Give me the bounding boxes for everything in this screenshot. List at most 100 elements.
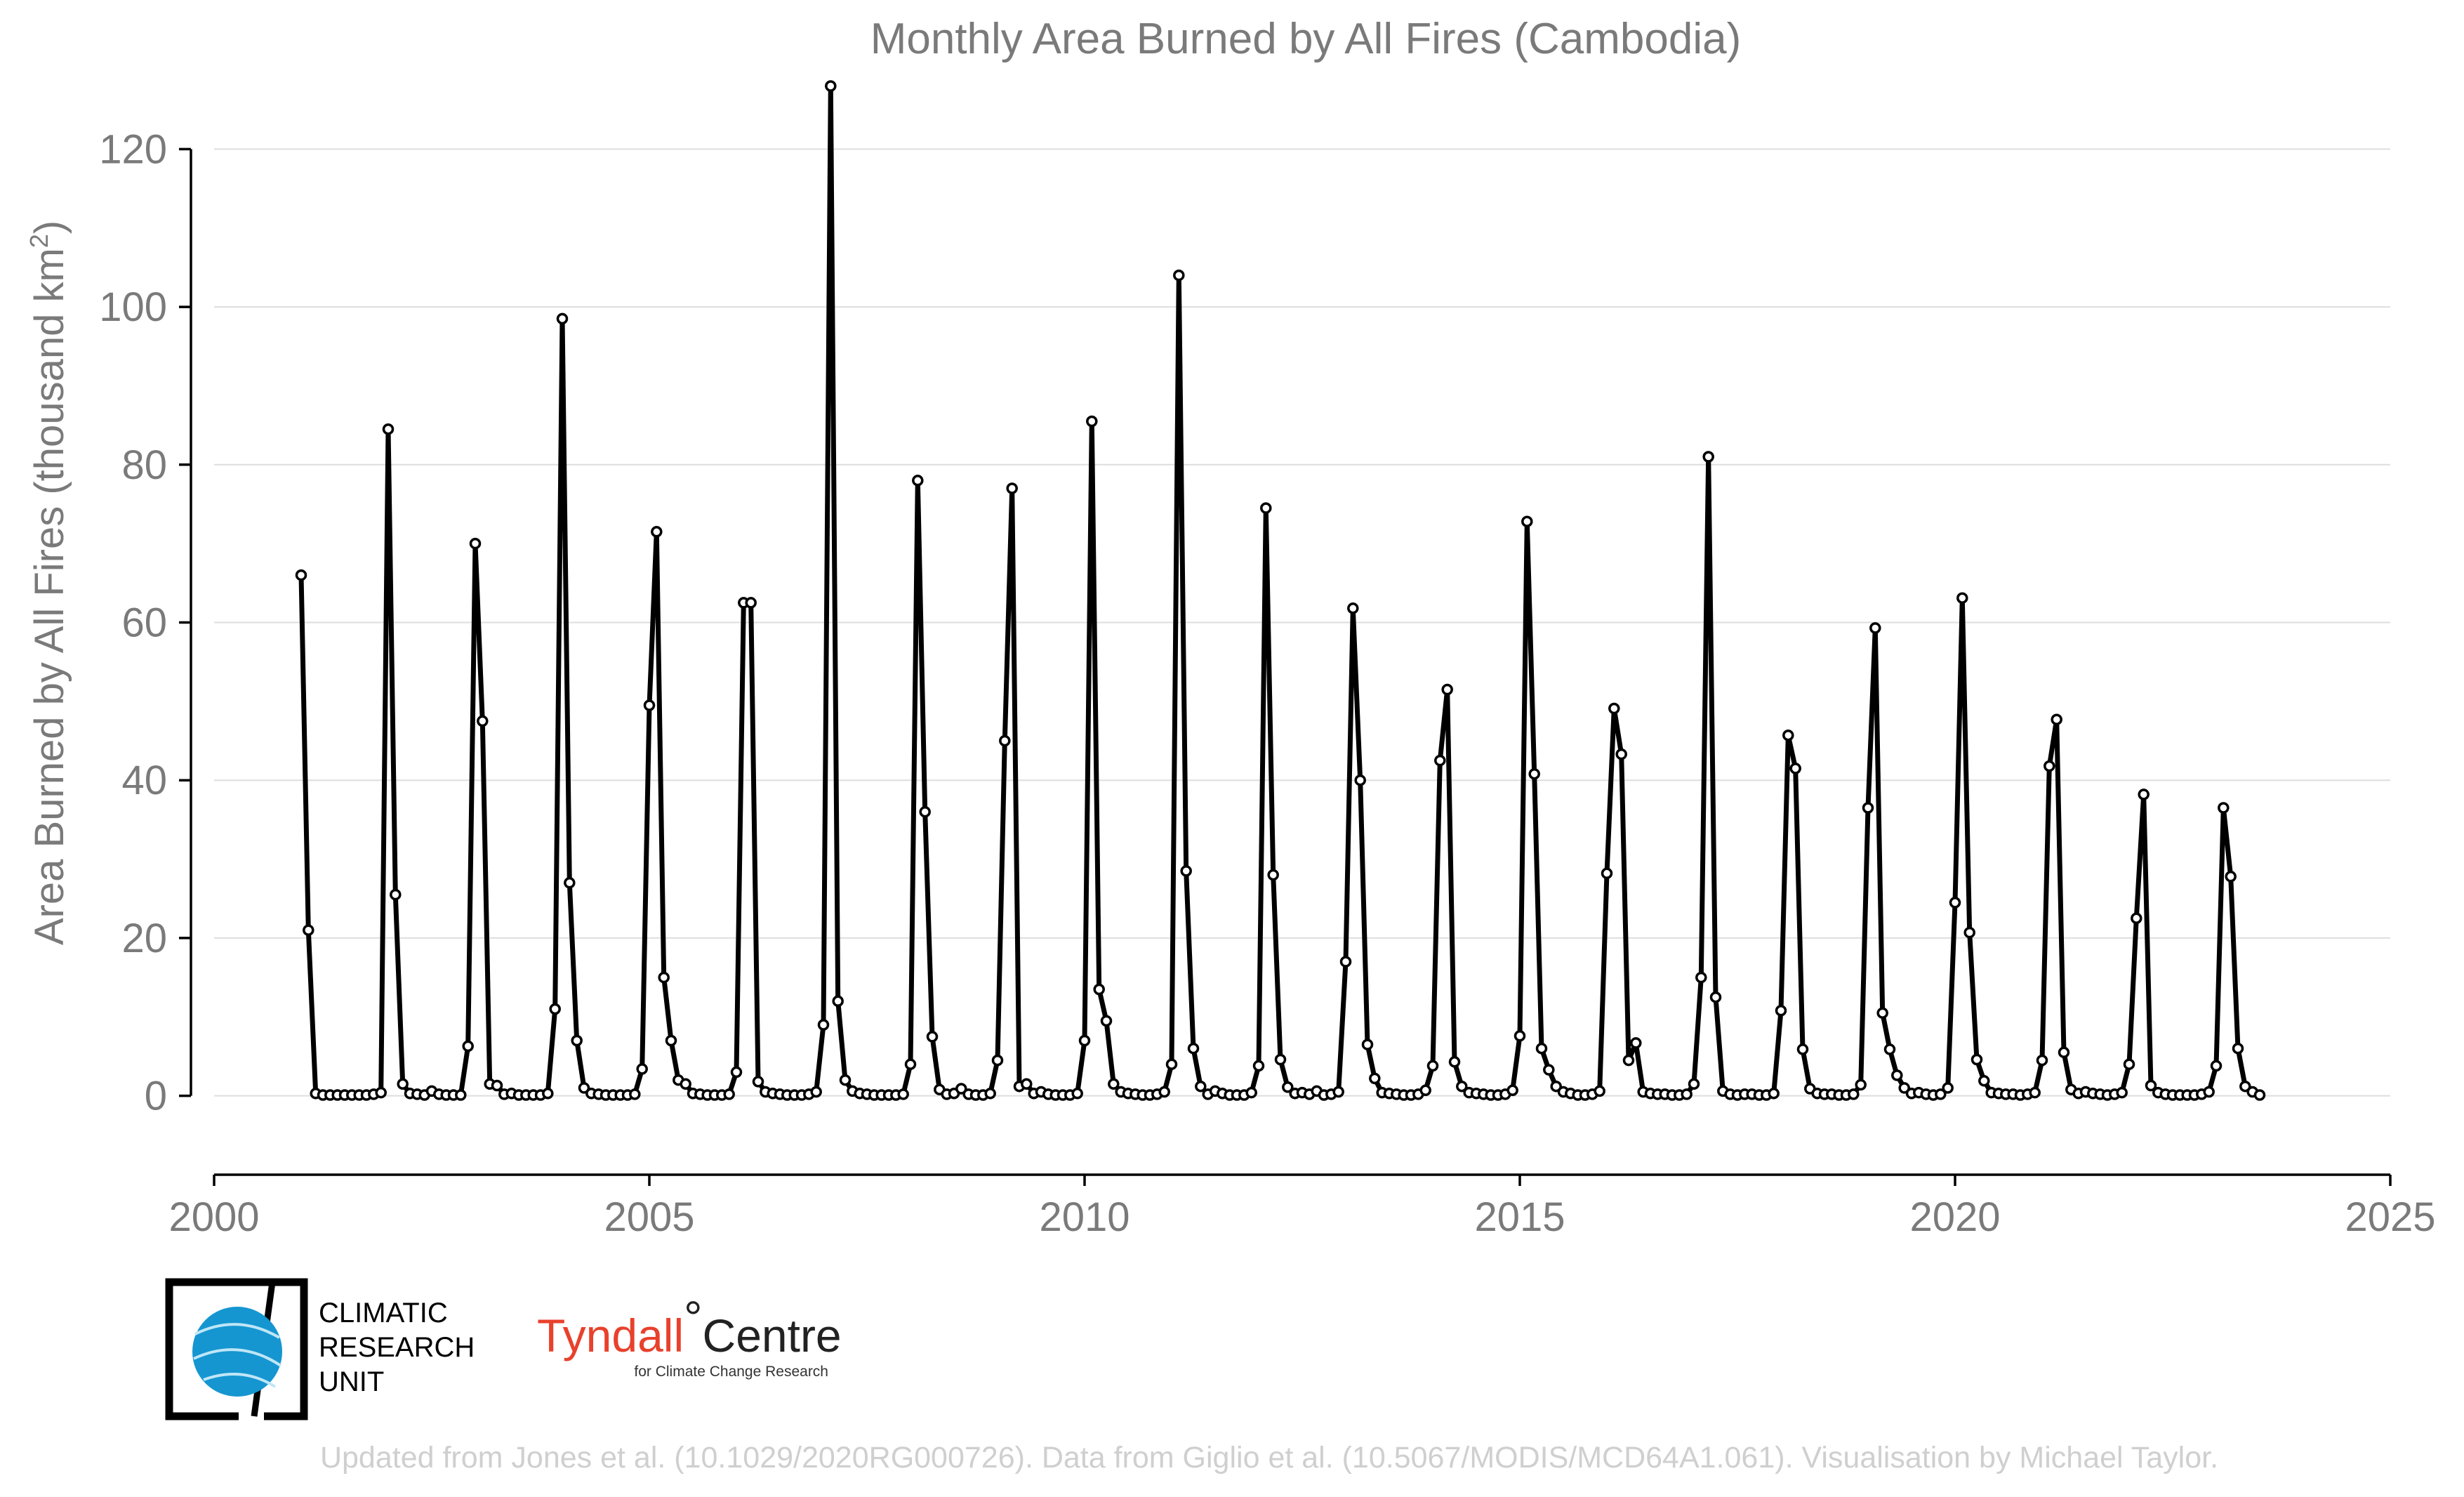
data-point <box>955 1083 967 1095</box>
data-point <box>643 699 656 711</box>
data-point <box>1855 1079 1867 1091</box>
data-point <box>1332 1086 1344 1098</box>
data-point <box>904 1058 917 1070</box>
x-tick-label: 2025 <box>2345 1194 2435 1240</box>
data-point <box>1978 1075 1990 1087</box>
data-point <box>1535 1042 1548 1055</box>
data-point <box>1898 1082 1910 1094</box>
data-point <box>1543 1064 1555 1076</box>
data-point <box>578 1082 590 1094</box>
data-point <box>1100 1015 1113 1027</box>
y-tick-label: 120 <box>99 126 167 172</box>
data-point <box>1862 802 1874 814</box>
data-point <box>2253 1089 2266 1101</box>
data-point <box>1021 1078 1033 1090</box>
data-point <box>1709 991 1722 1003</box>
data-point <box>2218 802 2230 814</box>
data-point <box>1086 415 1098 428</box>
data-point <box>1608 702 1620 715</box>
credit-line: Updated from Jones et al. (10.1029/2020R… <box>320 1441 2218 1475</box>
data-point <box>1245 1086 1257 1099</box>
cru-logo-line-2: RESEARCH <box>319 1332 475 1363</box>
x-tick-label: 2020 <box>1909 1194 2000 1240</box>
data-point <box>1681 1088 1693 1100</box>
data-point <box>1347 602 1359 614</box>
data-point <box>912 475 924 487</box>
series-line <box>298 84 2263 1097</box>
svg-text:Tyndall°Centre: Tyndall°Centre <box>537 1291 842 1361</box>
data-point <box>1528 767 1540 780</box>
data-point <box>571 1034 583 1047</box>
data-point <box>1180 865 1192 877</box>
x-tick-label: 2015 <box>1474 1194 1565 1240</box>
data-point <box>1876 1007 1888 1019</box>
data-point <box>1071 1088 1083 1100</box>
data-point <box>1369 1072 1381 1085</box>
data-point <box>2232 1042 2244 1055</box>
cru-logo-line-1: CLIMATIC <box>319 1298 448 1328</box>
data-point <box>1426 1060 1439 1072</box>
y-axis-label: Area Burned by All Fires (thousand km2) <box>25 220 72 945</box>
data-point <box>2225 871 2237 883</box>
data-point <box>2239 1080 2251 1093</box>
data-point <box>1963 926 1975 939</box>
y-tick-label: 60 <box>121 600 167 646</box>
x-tick-label: 2005 <box>604 1194 694 1240</box>
data-point <box>1796 1043 1809 1055</box>
data-point <box>1688 1078 1700 1090</box>
data-point <box>1354 774 1366 786</box>
data-point <box>1078 1034 1091 1047</box>
data-point <box>629 1088 641 1100</box>
cru-logo: CLIMATIC RESEARCH UNIT <box>165 1278 475 1420</box>
data-point <box>1361 1038 1374 1050</box>
data-point <box>382 423 395 435</box>
data-point <box>1441 683 1453 696</box>
data-point <box>1434 754 1446 767</box>
data-point <box>1173 269 1185 282</box>
tyndall-logo-main: Tyndall <box>537 1310 684 1361</box>
y-axis: 0 20 40 60 80 100 120 <box>99 126 192 1119</box>
data-point <box>730 1066 743 1079</box>
data-point <box>1622 1054 1635 1067</box>
data-point <box>2123 1058 2135 1070</box>
data-point <box>2131 912 2142 925</box>
data-point <box>491 1079 503 1092</box>
data-point <box>1695 971 1707 984</box>
tyndall-logo: Tyndall°Centre for Climate Change Resear… <box>537 1291 842 1380</box>
data-point <box>897 1088 909 1100</box>
data-point <box>564 877 576 889</box>
data-point <box>455 1089 467 1101</box>
data-point <box>1970 1053 1983 1066</box>
data-point <box>1006 482 1018 494</box>
data-point <box>462 1040 474 1053</box>
data-point <box>2058 1046 2070 1059</box>
data-point <box>2029 1086 2041 1099</box>
y-tick-label: 20 <box>121 916 167 961</box>
data-point <box>1187 1042 1200 1055</box>
data-points <box>295 80 2266 1101</box>
data-point <box>2036 1054 2048 1067</box>
data-point <box>680 1078 691 1090</box>
data-point <box>1513 1030 1526 1042</box>
data-point <box>477 715 489 727</box>
data-point <box>1158 1086 1170 1098</box>
data-point <box>1521 515 1533 527</box>
data-point <box>825 80 837 92</box>
data-point <box>549 1003 561 1015</box>
data-point <box>390 888 402 901</box>
data-point <box>2203 1086 2215 1098</box>
data-point <box>1339 956 1352 968</box>
data-point <box>1260 502 1272 514</box>
data-point <box>832 995 844 1008</box>
data-point <box>1891 1069 1903 1081</box>
data-point <box>651 526 663 538</box>
data-point <box>999 734 1011 747</box>
data-point <box>723 1088 735 1100</box>
x-axis: 2000 2005 2010 2015 2020 2025 <box>168 1173 2436 1240</box>
data-point <box>1601 867 1613 880</box>
data-point <box>542 1088 554 1100</box>
data-point <box>1942 1082 1954 1094</box>
data-point <box>926 1031 939 1043</box>
cru-logo-emblem <box>165 1278 308 1420</box>
